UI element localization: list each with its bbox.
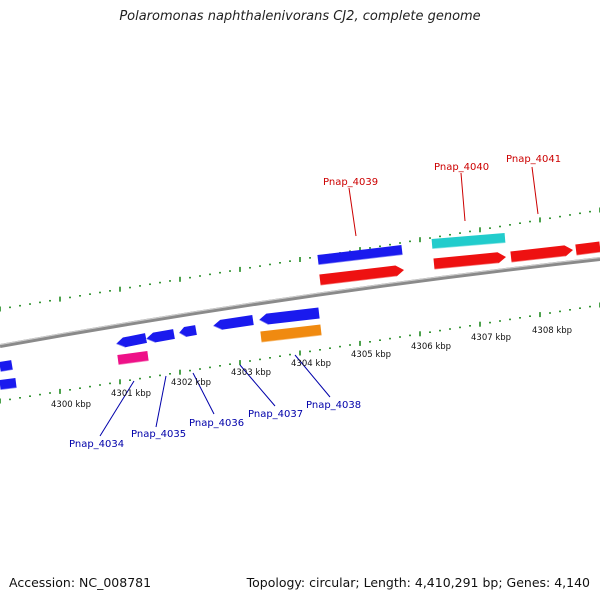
leader-pnap-4040 <box>460 172 466 222</box>
gene-pnap-4037-forward[interactable] <box>212 315 254 331</box>
gene-edge-forward-1[interactable] <box>0 360 13 373</box>
gene-edge-forward-2[interactable] <box>0 378 17 391</box>
scale-label: 4307 kbp <box>471 333 511 343</box>
gene-label-bottom[interactable]: Pnap_4036 <box>189 418 244 429</box>
leader-pnap-4036 <box>192 372 215 415</box>
genome-info-text: Topology: circular; Length: 4,410,291 bp… <box>246 575 590 590</box>
gene-pnap-4039-forward[interactable] <box>317 245 403 266</box>
scale-label: 4305 kbp <box>351 350 391 360</box>
gene-label-bottom[interactable]: Pnap_4034 <box>69 439 124 450</box>
gene-edge-reverse[interactable] <box>575 241 600 257</box>
gene-label-layer: Pnap_4039 Pnap_4040 Pnap_4041 Pnap_4034 Pnap… <box>69 154 561 450</box>
gene-pnap-4034-rna[interactable] <box>117 351 149 366</box>
leader-pnap-4041 <box>531 166 539 215</box>
leader-pnap-4038 <box>294 354 331 398</box>
scale-label: 4301 kbp <box>111 389 151 399</box>
label-leader-layer <box>99 166 539 437</box>
gene-label-bottom[interactable]: Pnap_4035 <box>131 429 186 440</box>
gene-pnap-4040-cyan[interactable] <box>431 233 506 250</box>
scale-label: 4302 kbp <box>171 378 211 388</box>
leader-pnap-4039 <box>348 187 357 237</box>
genome-backbone <box>0 257 600 348</box>
scale-label: 4304 kbp <box>291 359 331 369</box>
gene-pnap-4038-orange[interactable] <box>260 324 322 344</box>
gene-pnap-4034-forward[interactable] <box>115 333 147 349</box>
gene-label-bottom[interactable]: Pnap_4038 <box>306 400 361 411</box>
map-title: Polaromonas naphthalenivorans CJ2, compl… <box>119 9 481 24</box>
gene-label-top[interactable]: Pnap_4041 <box>506 154 561 165</box>
accession-text: Accession: NC_008781 <box>9 575 152 590</box>
leader-pnap-4034 <box>99 380 135 437</box>
scale-label: 4303 kbp <box>231 368 271 378</box>
scale-label: 4300 kbp <box>51 400 91 410</box>
gene-pnap-4038-forward[interactable] <box>258 307 320 326</box>
gene-pnap-4036-forward[interactable] <box>178 325 197 338</box>
scale-label: 4308 kbp <box>532 326 572 336</box>
gene-pnap-4039-reverse[interactable] <box>319 265 404 287</box>
scale-label: 4306 kbp <box>411 342 451 352</box>
gene-pnap-4040-reverse[interactable] <box>433 252 506 271</box>
gene-pnap-4041-reverse[interactable] <box>510 245 573 264</box>
backbone-layer <box>0 257 600 348</box>
gene-layer <box>0 233 600 391</box>
leader-pnap-4037 <box>239 364 276 407</box>
gene-label-top[interactable]: Pnap_4040 <box>434 162 489 173</box>
gene-label-bottom[interactable]: Pnap_4037 <box>248 409 303 420</box>
tick-layer <box>0 207 600 404</box>
scale-label-layer: 4300 kbp 4301 kbp 4302 kbp 4303 kbp 4304 kbp… <box>51 326 572 410</box>
gene-label-top[interactable]: Pnap_4039 <box>323 177 378 188</box>
gene-pnap-4035-forward[interactable] <box>145 329 175 344</box>
leader-pnap-4035 <box>155 375 167 428</box>
